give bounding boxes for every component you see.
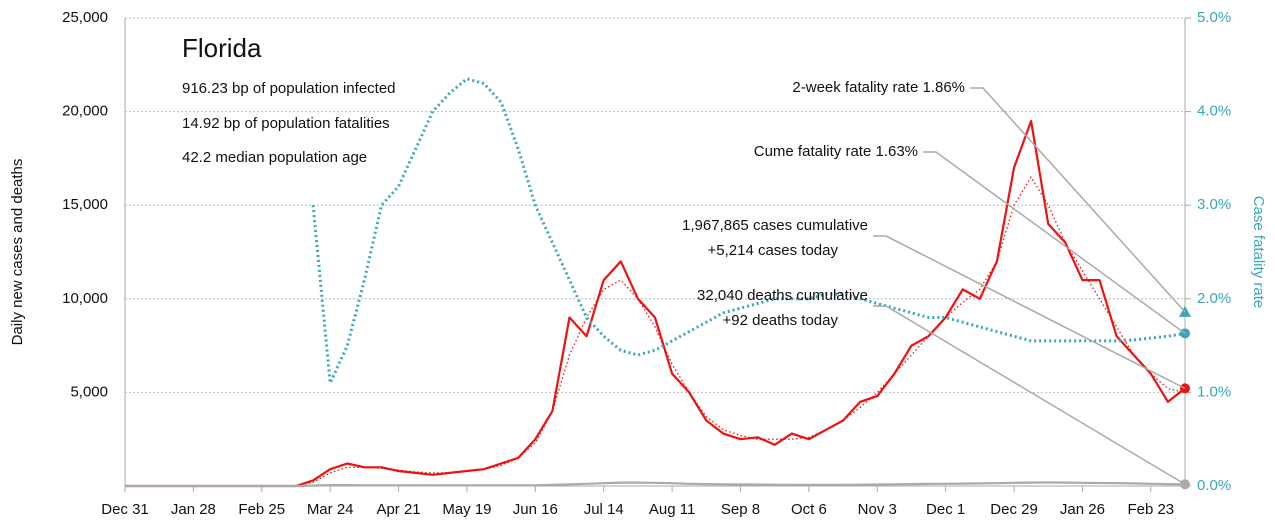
y-tick-label: 10,000 — [62, 290, 108, 307]
annotation-leader — [970, 87, 1186, 313]
info-line: 42.2 median population age — [182, 149, 367, 166]
x-tick-label: Feb 25 — [238, 501, 285, 518]
x-tick-label: Nov 3 — [858, 501, 897, 518]
series-line — [125, 119, 1186, 488]
series-line — [311, 77, 1186, 385]
series-line — [125, 176, 1186, 487]
y-axis-title: Daily new cases and deaths — [9, 159, 26, 346]
info-line: 14.92 bp of population fatalities — [182, 115, 390, 132]
annotation: +5,214 cases today — [707, 242, 838, 259]
x-tick-label: Sep 8 — [721, 501, 760, 518]
annotation-leader — [923, 151, 1186, 335]
annotation: +92 deaths today — [722, 312, 838, 329]
x-tick-label: Dec 29 — [990, 501, 1038, 518]
y2-tick-label: 4.0% — [1197, 103, 1231, 120]
x-tick-label: Jan 28 — [171, 501, 216, 518]
y-tick-label: 25,000 — [62, 9, 108, 26]
y-tick-label: 5,000 — [70, 383, 108, 400]
y2-tick-label: 5.0% — [1197, 9, 1231, 26]
y2-tick-label: 0.0% — [1197, 477, 1231, 494]
annotation: 1,967,865 cases cumulative — [682, 217, 868, 234]
y-tick-label: 20,000 — [62, 103, 108, 120]
x-tick-label: Mar 24 — [307, 501, 354, 518]
x-tick-label: Aug 11 — [649, 501, 695, 518]
x-tick-label: Apr 21 — [376, 501, 420, 518]
series-line — [125, 481, 1186, 488]
annotation: Cume fatality rate 1.63% — [754, 143, 918, 160]
y-tick-label: 15,000 — [62, 196, 108, 213]
info-line: 916.23 bp of population infected — [182, 80, 396, 97]
x-tick-label: Dec 31 — [101, 501, 149, 518]
x-tick-label: Dec 1 — [926, 501, 965, 518]
annotation: 32,040 deaths cumulative — [697, 287, 868, 304]
annotation-leader — [873, 305, 1186, 485]
y2-tick-label: 1.0% — [1197, 383, 1231, 400]
x-tick-label: May 19 — [442, 501, 491, 518]
x-tick-label: Feb 23 — [1127, 501, 1174, 518]
x-tick-label: Jul 14 — [584, 501, 624, 518]
x-tick-label: Oct 6 — [791, 501, 827, 518]
y2-tick-label: 2.0% — [1197, 290, 1231, 307]
y2-axis-title: Case fatality rate — [1250, 196, 1267, 309]
y2-tick-label: 3.0% — [1197, 196, 1231, 213]
x-tick-label: Jan 26 — [1060, 501, 1105, 518]
info-title: Florida — [182, 33, 262, 63]
annotation: 2-week fatality rate 1.86% — [792, 79, 965, 96]
x-tick-label: Jun 16 — [513, 501, 558, 518]
annotation-leader — [873, 235, 1186, 390]
